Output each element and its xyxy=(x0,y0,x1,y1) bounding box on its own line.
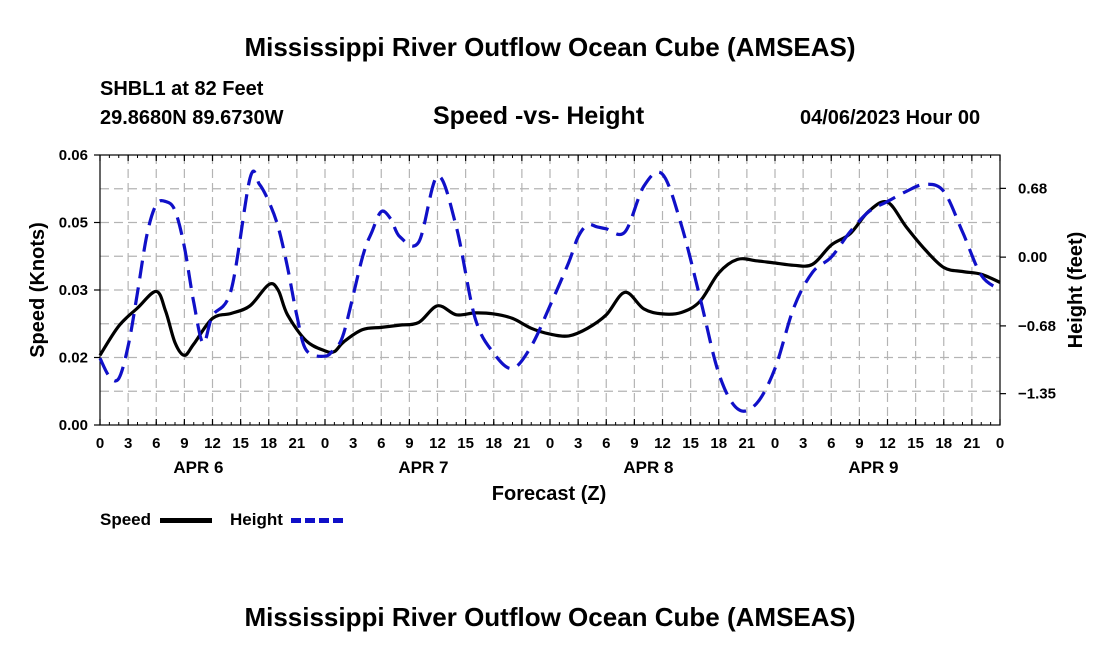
x-tick-label: 9 xyxy=(630,435,638,452)
x-tick-label: 3 xyxy=(574,435,582,452)
x-tick-label: 18 xyxy=(935,435,952,452)
day-label: APR 7 xyxy=(398,458,448,477)
x-tick-label: 0 xyxy=(771,435,779,452)
legend-speed-label: Speed xyxy=(100,510,152,529)
x-tick-label: 21 xyxy=(514,435,531,452)
y-tick-label: 0.03 xyxy=(59,282,88,299)
x-tick-label: 6 xyxy=(602,435,610,452)
chart-title: Mississippi River Outflow Ocean Cube (AM… xyxy=(244,32,856,62)
x-tick-label: 12 xyxy=(429,435,446,452)
speed-series-line xyxy=(98,200,1001,357)
x-tick-label: 12 xyxy=(204,435,221,452)
x-tick-label: 15 xyxy=(907,435,924,452)
legend-height-label: Height xyxy=(230,510,283,529)
x-tick-label: 3 xyxy=(349,435,357,452)
x-tick-label: 18 xyxy=(485,435,502,452)
y2-tick-label: −1.35 xyxy=(1018,386,1056,403)
x-tick-label: 15 xyxy=(232,435,249,452)
y-axis-ticks: 0.00 0.02 0.03 0.05 0.06 xyxy=(59,147,100,434)
x-tick-label: 3 xyxy=(799,435,807,452)
x-axis-ticks: 0 3 6 9 12 15 18 21 0 3 6 9 12 15 18 21 0 3 6 9 12 15 18 21 0 3 6 9… xyxy=(96,155,1004,477)
forecast-date: 04/06/2023 Hour 00 xyxy=(800,107,981,129)
y2-axis-label: Height (feet) xyxy=(1065,232,1087,349)
day-label: APR 6 xyxy=(173,458,223,477)
x-tick-label: 15 xyxy=(457,435,474,452)
series-lines xyxy=(98,169,1001,413)
x-tick-label: 18 xyxy=(710,435,727,452)
legend-height-swatch xyxy=(291,518,343,523)
x-tick-label: 9 xyxy=(855,435,863,452)
x-tick-label: 6 xyxy=(152,435,160,452)
height-series-line xyxy=(98,169,1001,413)
y2-tick-label: −0.68 xyxy=(1018,318,1056,335)
x-tick-label: 21 xyxy=(964,435,981,452)
x-tick-label: 0 xyxy=(321,435,329,452)
grid-lines xyxy=(100,155,1000,425)
footer-title: Mississippi River Outflow Ocean Cube (AM… xyxy=(244,602,856,632)
x-tick-label: 21 xyxy=(289,435,306,452)
x-tick-label: 15 xyxy=(682,435,699,452)
y-tick-label: 0.02 xyxy=(59,350,88,367)
y-axis-label: Speed (Knots) xyxy=(27,222,49,358)
station-label: SHBL1 at 82 Feet xyxy=(100,78,264,100)
legend-speed-swatch xyxy=(160,518,212,523)
x-tick-label: 21 xyxy=(739,435,756,452)
x-tick-label: 12 xyxy=(654,435,671,452)
coordinates-label: 29.8680N 89.6730W xyxy=(100,107,284,129)
y-tick-label: 0.00 xyxy=(59,417,88,434)
x-tick-label: 6 xyxy=(827,435,835,452)
x-tick-label: 12 xyxy=(879,435,896,452)
x-axis-label: Forecast (Z) xyxy=(492,483,606,505)
x-tick-label: 0 xyxy=(996,435,1004,452)
x-tick-label: 9 xyxy=(405,435,413,452)
day-label: APR 8 xyxy=(623,458,673,477)
y2-axis-ticks: 0.68 0.00 −0.68 −1.35 xyxy=(1000,180,1056,403)
y2-tick-label: 0.00 xyxy=(1018,249,1047,266)
x-tick-label: 0 xyxy=(546,435,554,452)
x-tick-label: 0 xyxy=(96,435,104,452)
y-tick-label: 0.06 xyxy=(59,147,88,164)
y2-tick-label: 0.68 xyxy=(1018,180,1047,197)
y-tick-label: 0.05 xyxy=(59,215,88,232)
chart-subtitle: Speed -vs- Height xyxy=(433,102,645,130)
day-label: APR 9 xyxy=(848,458,898,477)
x-tick-label: 9 xyxy=(180,435,188,452)
x-tick-label: 6 xyxy=(377,435,385,452)
x-tick-label: 3 xyxy=(124,435,132,452)
x-tick-label: 18 xyxy=(260,435,277,452)
